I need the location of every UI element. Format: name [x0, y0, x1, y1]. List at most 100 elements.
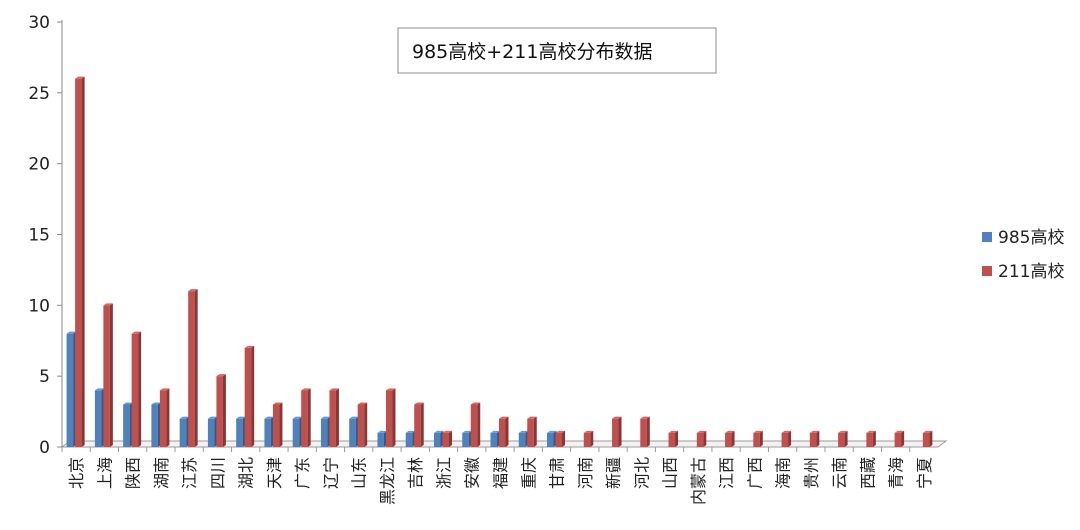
bar-front: [188, 291, 195, 447]
bar-front: [292, 418, 300, 447]
bar-top: [264, 416, 274, 419]
bar-985-10: [349, 416, 359, 447]
bar-front: [499, 418, 506, 447]
x-tick-label: 吉林: [406, 457, 425, 489]
bar-front: [527, 418, 534, 447]
x-tick-label: 河南: [576, 457, 595, 489]
bar-front: [555, 432, 563, 447]
bar-top: [527, 416, 537, 419]
bar-211-26: [809, 430, 820, 447]
bar-front: [385, 390, 393, 447]
bar-front: [244, 347, 252, 447]
bar-985-6: [236, 416, 246, 447]
bar-front: [103, 305, 110, 447]
bar-985-8: [292, 416, 303, 447]
bar-front: [462, 432, 469, 447]
bar-top: [470, 402, 481, 405]
bar-211-14: [470, 402, 481, 447]
bar-211-29: [894, 430, 905, 447]
x-tick-label: 四川: [208, 457, 227, 489]
bar-side: [901, 430, 905, 447]
bar-front: [272, 404, 280, 447]
bar-front: [433, 432, 441, 447]
bar-211-13: [442, 430, 452, 447]
bar-side: [929, 430, 933, 447]
legend-swatch: [982, 266, 992, 276]
x-tick-label: 内蒙古: [689, 457, 708, 505]
x-tick-label: 西藏: [858, 457, 877, 489]
bar-side: [307, 388, 311, 447]
bar-side: [505, 416, 509, 447]
x-tick-label: 广西: [745, 457, 764, 489]
bar-985-16: [518, 430, 529, 447]
bar-front: [207, 418, 215, 447]
chart-bars: [66, 76, 933, 448]
bar-211-7: [272, 402, 283, 447]
x-tick-label: 浙江: [434, 457, 453, 489]
bar-211-8: [301, 388, 311, 447]
bar-front: [151, 404, 158, 447]
bar-side: [872, 430, 876, 447]
bar-front: [236, 418, 243, 447]
bar-985-17: [547, 430, 557, 447]
bar-side: [448, 430, 452, 447]
bar-211-17: [555, 430, 566, 447]
bar-211-15: [499, 416, 509, 447]
bar-side: [335, 388, 339, 447]
bar-211-10: [357, 402, 368, 447]
bar-front: [547, 432, 554, 447]
x-tick-label: 新疆: [604, 457, 623, 489]
x-tick-label: 北京: [67, 457, 86, 489]
bar-top: [547, 430, 557, 433]
x-tick-labels: 北京 上海 陕西 湖南 江苏 四川 湖北 天津 广东 辽宁 山东 黑龙江 吉林 浙江 安徽 福建 重庆 甘肃 河南新…: [61, 447, 934, 505]
legend-label: 985高校: [998, 228, 1064, 248]
bar-top: [329, 388, 339, 391]
legend-item-211: 211高校: [982, 262, 1064, 282]
bar-side: [420, 402, 424, 447]
x-tick-label: 陕西: [124, 457, 143, 489]
bar-top: [103, 303, 113, 306]
bar-front: [753, 432, 760, 447]
bar-side: [194, 289, 198, 447]
bar-top: [809, 430, 820, 433]
bar-side: [788, 430, 792, 447]
bar-top: [94, 388, 105, 391]
x-tick-label: 河北: [632, 457, 651, 489]
bar-985-11: [377, 430, 387, 447]
bar-front: [518, 432, 526, 447]
bar-top: [555, 430, 566, 433]
x-tick-label: 贵州: [802, 457, 821, 489]
chart-title-box: 985高校+211高校分布数据: [397, 27, 717, 74]
bar-211-28: [866, 430, 876, 447]
bar-211-21: [668, 430, 679, 447]
bar-front: [583, 432, 591, 447]
bar-side: [562, 430, 566, 447]
bar-side: [731, 430, 735, 447]
y-tick-label: 0: [39, 438, 50, 458]
x-tick-label: 重庆: [519, 457, 538, 489]
bar-front: [470, 404, 478, 447]
bar-front: [838, 432, 845, 447]
bar-top: [301, 388, 311, 391]
bar-side: [222, 374, 226, 447]
bar-top: [66, 331, 77, 334]
bar-front: [442, 432, 449, 447]
bar-211-18: [583, 430, 594, 447]
y-tick-label: 25: [28, 84, 50, 104]
bar-side: [646, 416, 650, 447]
bar-top: [612, 416, 622, 419]
bar-985-13: [433, 430, 444, 447]
bar-211-19: [612, 416, 622, 447]
bar-211-24: [753, 430, 763, 447]
bar-top: [207, 416, 218, 419]
bar-front: [66, 333, 74, 447]
x-tick-label: 安徽: [463, 457, 482, 489]
bar-top: [866, 430, 876, 433]
bar-top: [696, 430, 707, 433]
bar-top: [357, 402, 368, 405]
x-tick-label: 天津: [265, 457, 284, 489]
bar-side: [816, 430, 820, 447]
y-tick-label: 5: [39, 367, 50, 387]
bar-front: [405, 432, 413, 447]
bar-front: [179, 418, 187, 447]
